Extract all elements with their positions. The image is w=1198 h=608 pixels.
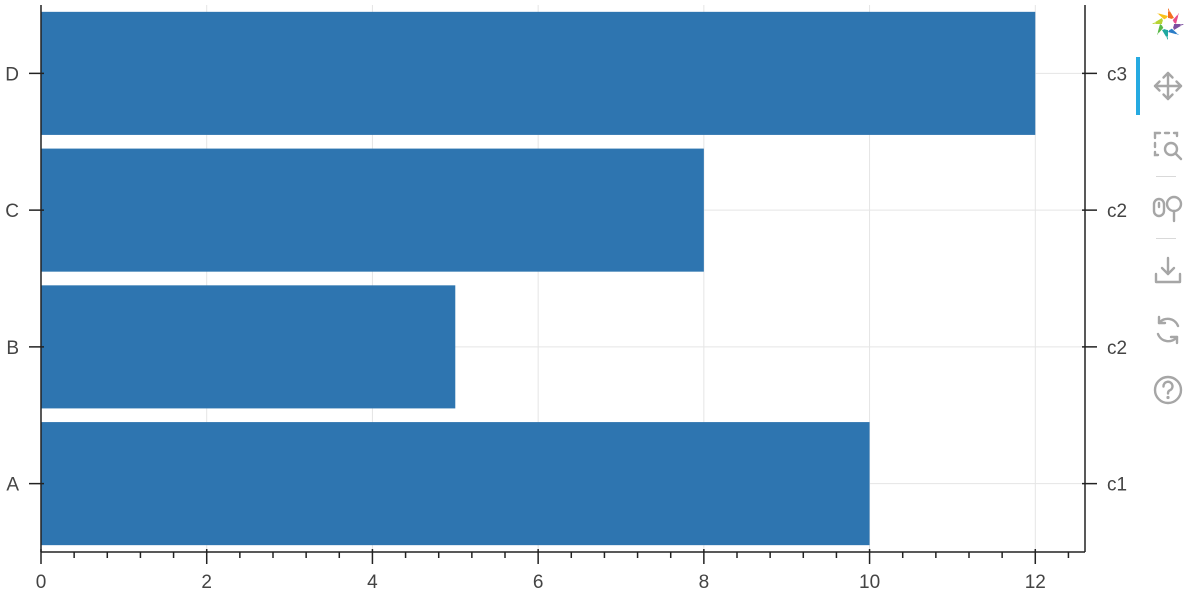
bar-A [41, 422, 870, 546]
y-tick-label: B [6, 338, 19, 359]
y-tick-label: C [5, 201, 19, 222]
y-right-tick-label: c3 [1107, 64, 1127, 85]
y-right-tick-label: c1 [1107, 475, 1127, 496]
help-tool-button[interactable] [1148, 370, 1188, 410]
x-tick-label: 2 [201, 572, 212, 593]
reset-tool-button[interactable] [1148, 310, 1188, 350]
pan-icon [1153, 71, 1183, 101]
bar-D [41, 11, 1036, 135]
bokeh-logo-icon[interactable] [1148, 4, 1188, 44]
wheel-zoom-icon [1152, 195, 1183, 223]
y-tick-label: A [6, 475, 19, 496]
save-tool-button[interactable] [1148, 250, 1188, 290]
bar-C [41, 148, 704, 272]
box-zoom-icon [1153, 131, 1183, 161]
bokeh-logo-icon [1152, 8, 1184, 40]
wheel-zoom-tool-button[interactable] [1148, 188, 1188, 228]
toolbar-separator [1156, 176, 1176, 177]
x-tick-label: 6 [533, 572, 544, 593]
reset-icon [1156, 315, 1180, 345]
x-tick-label: 12 [1025, 572, 1046, 593]
bar-B [41, 285, 456, 409]
bars [41, 11, 1036, 546]
x-tick-label: 8 [699, 572, 710, 593]
y-right-tick-label: c2 [1107, 338, 1127, 359]
pan-tool-button[interactable] [1148, 66, 1188, 106]
x-tick-label: 10 [859, 572, 880, 593]
axes: A B C Dc1 c2 c2 c3 0 2 4 6 8 10 12 [5, 5, 1127, 593]
bar-chart: A B C Dc1 c2 c2 c3 0 2 4 6 8 10 12 [5, 5, 1127, 593]
x-tick-label: 0 [36, 572, 47, 593]
save-icon [1154, 256, 1182, 284]
active-tool-indicator [1136, 57, 1140, 115]
box-zoom-tool-button[interactable] [1148, 126, 1188, 166]
toolbar-separator [1156, 238, 1176, 239]
toolbar [1136, 0, 1198, 608]
x-tick-label: 4 [367, 572, 378, 593]
help-icon [1153, 375, 1183, 405]
y-right-tick-label: c2 [1107, 201, 1127, 222]
y-tick-label: D [5, 64, 19, 85]
